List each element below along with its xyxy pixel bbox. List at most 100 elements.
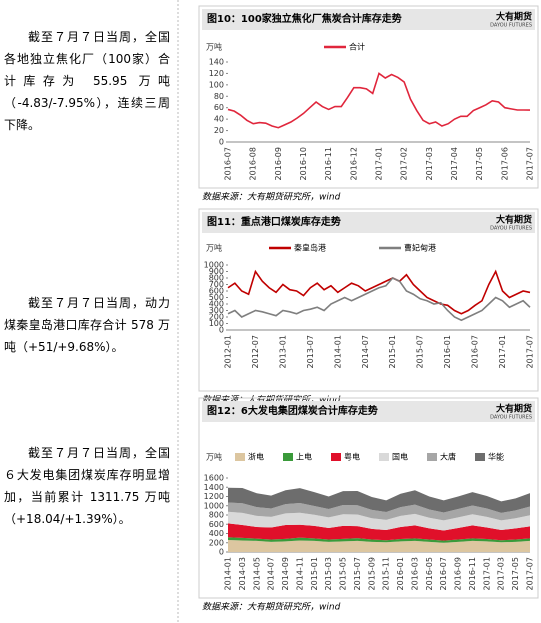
y-tick-label: 20 xyxy=(214,126,224,135)
chart-header xyxy=(202,212,535,233)
logo: 大有期货 xyxy=(496,214,532,226)
y-tick-label: 60 xyxy=(214,103,224,112)
y-tick-label: 1200 xyxy=(204,492,224,501)
x-tick-label: 2013-01 xyxy=(278,335,287,368)
y-tick-label: 400 xyxy=(209,529,224,538)
legend-swatch xyxy=(283,453,293,461)
logo: 大有期货 xyxy=(496,11,532,23)
paragraph: 截至７月７日当周，全国各地独立焦化厂（100家）合计库存为 55.95 万吨（-… xyxy=(4,30,170,132)
x-tick-label: 2014-05 xyxy=(252,557,261,590)
x-tick-label: 2016-05 xyxy=(425,557,434,590)
x-tick-label: 2015-07 xyxy=(353,557,362,590)
x-tick-label: 2016-07 xyxy=(471,335,480,368)
x-tick-label: 2015-07 xyxy=(416,335,425,368)
x-tick-label: 2017-02 xyxy=(400,147,409,180)
y-tick-label: 600 xyxy=(209,287,224,296)
y-tick-label: 140 xyxy=(209,58,224,67)
chart-frame xyxy=(198,5,539,189)
source: 数据来源：大有期货研究所，wind xyxy=(202,602,341,613)
x-tick-label: 2015-11 xyxy=(382,557,391,590)
legend-label: 曹妃甸港 xyxy=(404,243,436,253)
y-axis-label: 万吨 xyxy=(206,42,222,52)
logo-sub: DAYOU FUTURES xyxy=(490,226,532,232)
x-tick-label: 2017-07 xyxy=(526,557,535,590)
x-tick-label: 2014-07 xyxy=(361,335,370,368)
y-tick-label: 800 xyxy=(209,274,224,283)
x-tick-label: 2014-01 xyxy=(333,335,342,368)
legend-label: 浙电 xyxy=(248,452,264,462)
x-tick-label: 2016-11 xyxy=(324,147,333,180)
x-tick-label: 2015-09 xyxy=(367,557,376,590)
y-axis-label: 万吨 xyxy=(206,452,222,462)
y-tick-label: 0 xyxy=(219,548,224,557)
chart-frame xyxy=(198,397,539,599)
y-tick-label: 1600 xyxy=(204,474,224,483)
chart-title: 图11：重点港口煤炭库存走势 xyxy=(207,215,341,228)
x-tick-label: 2017-01 xyxy=(498,335,507,368)
x-tick-label: 2016-10 xyxy=(299,147,308,180)
x-tick-label: 2017-01 xyxy=(482,557,491,590)
x-tick-label: 2016-03 xyxy=(410,557,419,590)
series-area xyxy=(228,511,530,531)
series-line xyxy=(227,277,531,322)
legend-label: 合计 xyxy=(349,42,365,52)
y-tick-label: 400 xyxy=(209,300,224,309)
y-tick-label: 1400 xyxy=(204,483,224,492)
x-tick-label: 2014-03 xyxy=(238,557,247,590)
x-tick-label: 2017-05 xyxy=(475,147,484,180)
y-tick-label: 700 xyxy=(209,280,224,289)
y-tick-label: 40 xyxy=(214,115,224,124)
y-tick-label: 80 xyxy=(214,92,224,101)
x-tick-label: 2012-07 xyxy=(251,335,260,368)
legend-label: 秦皇岛港 xyxy=(294,243,326,253)
y-tick-label: 1000 xyxy=(204,501,224,510)
x-tick-label: 2017-07 xyxy=(526,335,535,368)
x-tick-label: 2016-07 xyxy=(439,557,448,590)
x-tick-label: 2017-01 xyxy=(375,147,384,180)
x-tick-label: 2016-12 xyxy=(349,147,358,180)
legend-label: 国电 xyxy=(392,452,408,462)
paragraph: 截至７月７日当周，全国６大发电集团煤炭库存明显增加，当前累计 1311.75 万… xyxy=(4,446,170,526)
x-tick-label: 2016-11 xyxy=(468,557,477,590)
logo-sub: DAYOU FUTURES xyxy=(490,23,532,29)
y-tick-label: 300 xyxy=(209,306,224,315)
legend-swatch xyxy=(427,453,437,461)
x-tick-label: 2017-06 xyxy=(500,147,509,180)
x-tick-label: 2015-01 xyxy=(310,557,319,590)
x-tick-label: 2015-05 xyxy=(339,557,348,590)
chart-header xyxy=(202,401,535,422)
series-area xyxy=(228,539,530,552)
x-tick-label: 2016-08 xyxy=(249,147,258,180)
x-tick-label: 2017-07 xyxy=(526,147,535,180)
y-tick-label: 0 xyxy=(219,326,224,335)
y-tick-label: 0 xyxy=(219,138,224,147)
legend-swatch xyxy=(235,453,245,461)
x-tick-label: 2017-04 xyxy=(450,147,459,180)
x-tick-label: 2013-07 xyxy=(306,335,315,368)
x-tick-label: 2016-01 xyxy=(396,557,405,590)
y-tick-label: 100 xyxy=(209,319,224,328)
series-line xyxy=(227,72,531,129)
y-tick-label: 600 xyxy=(209,520,224,529)
x-tick-label: 2017-05 xyxy=(511,557,520,590)
x-tick-label: 2016-09 xyxy=(454,557,463,590)
y-axis-label: 万吨 xyxy=(206,243,222,253)
legend-swatch xyxy=(379,453,389,461)
x-tick-label: 2014-07 xyxy=(267,557,276,590)
source: 数据来源：大有期货研究所，wind xyxy=(202,192,341,203)
x-tick-label: 2015-03 xyxy=(324,557,333,590)
x-tick-label: 2014-11 xyxy=(295,557,304,590)
y-tick-label: 1000 xyxy=(204,261,224,270)
x-tick-label: 2016-01 xyxy=(443,335,452,368)
y-tick-label: 900 xyxy=(209,267,224,276)
y-tick-label: 100 xyxy=(209,80,224,89)
y-tick-label: 200 xyxy=(209,313,224,322)
source: 数据来源：大有期货研究所，wind xyxy=(202,395,341,406)
x-tick-label: 2015-01 xyxy=(388,335,397,368)
chart-frame xyxy=(198,208,539,392)
chart-title: 图12：6大发电集团煤炭合计库存走势 xyxy=(207,404,378,417)
y-tick-label: 120 xyxy=(209,69,224,78)
legend-label: 粤电 xyxy=(344,452,360,462)
